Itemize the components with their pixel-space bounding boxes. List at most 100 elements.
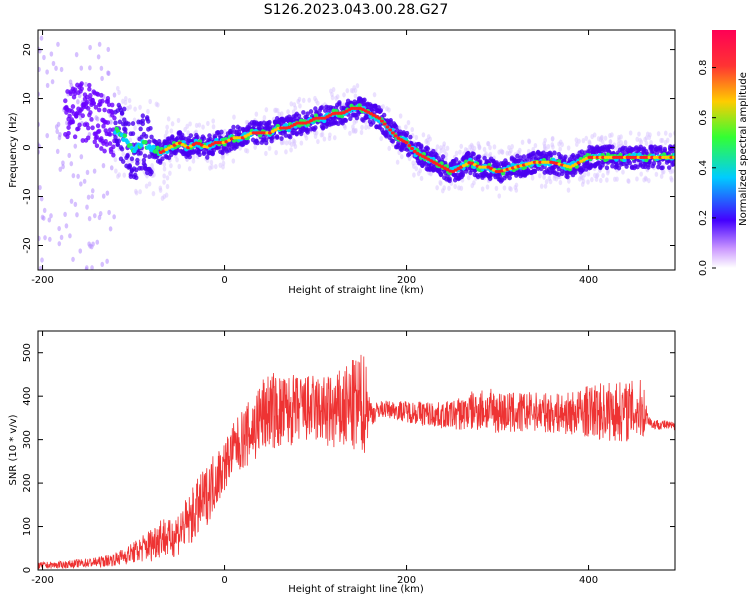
spectrogram-cell [521,154,527,160]
spectrogram-cell [231,124,236,130]
spectrogram-cell [454,150,459,156]
spectrogram-cell [125,140,130,145]
spectrogram-cell [205,155,210,160]
spectrogram-cell [43,235,47,241]
spectrogram-cell [147,139,152,145]
spectrogram-cell [138,126,143,132]
spectrogram-cell [404,141,409,145]
spectrogram-cell [255,140,260,146]
spectrogram-cell [581,138,586,144]
spectrogram-cell [64,223,69,229]
spectrogram-xtick-label: -200 [31,275,54,286]
spectrogram-cell [188,133,194,139]
spectrogram-cell [138,150,143,156]
spectrogram-ytick-label: -10 [22,188,33,204]
snr-xlabel: Height of straight line (km) [288,584,424,595]
spectrogram-cell [305,111,310,117]
spectrogram-cell [398,131,403,137]
spectrogram-cell [84,81,88,88]
snr-xtick-label: 200 [397,575,416,586]
spectrogram-cell [551,144,555,150]
spectrogram-cell [66,125,71,130]
spectrogram-cell [125,152,130,158]
spectrogram-cell [148,125,153,131]
spectrogram-cell [438,171,444,177]
spectrogram-cell [87,216,92,222]
spectrogram-cell [267,145,272,151]
spectrogram-cell [594,176,599,182]
spectrogram-cell [107,209,111,216]
spectrogram-cell [412,172,416,178]
spectrogram-cell [439,148,444,154]
spectrogram-marks [38,35,675,270]
spectrogram-cell [331,86,336,93]
spectrogram-cell [321,118,327,124]
spectrogram-cell [57,241,62,247]
spectrogram-cell [644,135,649,141]
spectrogram-cell [593,172,597,178]
spectrogram-cell [73,143,78,149]
spectrogram-cell [59,66,64,73]
spectrogram-cell [476,154,482,160]
spectrogram-cell [160,195,165,201]
spectrogram-cell [279,136,284,142]
spectrogram-cell [471,151,476,157]
snr-frame [37,330,676,571]
spectrogram-cell [596,136,601,142]
spectrogram-cell [507,175,512,181]
spectrogram-cell [146,108,150,115]
spectrogram-cell [487,176,493,182]
spectrogram-cell [147,181,152,187]
spectrogram-cell [657,160,662,166]
spectrogram-cell [76,126,81,132]
spectrogram-cell [68,233,72,239]
spectrogram-cell [148,98,152,105]
spectrogram-cell [262,115,267,121]
spectrogram-cell [270,135,275,140]
spectrogram-cell [371,120,376,125]
spectrogram-cell [74,52,79,58]
spectrogram-cell [126,121,131,127]
spectrogram-cell [183,136,188,142]
spectrogram-cell [460,172,465,178]
spectrogram-cell [201,151,207,157]
spectrogram-cell [122,133,128,138]
spectrogram-cell [488,151,493,157]
spectrogram-cell [616,165,622,171]
spectrogram-cell [150,162,154,169]
spectrogram-cell [108,226,113,232]
spectrogram-cell [637,131,641,137]
colorbar-label: Normalized spectral amplitude [738,72,749,226]
spectrogram-cell [70,119,76,125]
spectrogram-cell [105,258,109,264]
spectrogram-cell [573,170,578,175]
spectrogram-cell [360,124,364,131]
spectrogram-cell [128,104,132,110]
spectrogram-cell [209,159,214,166]
snr-ytick-label: 0 [22,567,33,573]
spectrogram-cell [105,120,111,125]
spectrogram-cell [98,211,103,217]
spectrogram-cell [542,174,546,180]
spectrogram-cell [586,171,591,177]
spectrogram-cell [283,133,289,138]
spectrogram-cell [670,148,675,154]
colorbar-ticks: 0.0 0.2 0.4 0.6 0.8 [698,60,716,276]
spectrogram-cell [80,138,85,143]
spectrogram-cell [642,177,646,183]
spectrogram-cell [635,176,639,182]
spectrogram-cell [567,178,571,184]
spectrogram-cell [187,166,192,172]
spectrogram-cell [316,138,320,145]
spectrogram-cell [362,97,367,103]
spectrogram-cell [187,154,192,160]
spectrogram-cell [75,212,79,218]
spectrogram-cell [219,129,224,135]
spectrogram-cell [393,134,398,138]
spectrogram-cell [244,119,249,126]
spectrogram-cell [45,69,49,75]
spectrogram-cell [654,171,659,177]
spectrogram-cell [556,172,562,177]
spectrogram-cell [54,65,58,71]
spectrogram-cell [388,118,393,123]
